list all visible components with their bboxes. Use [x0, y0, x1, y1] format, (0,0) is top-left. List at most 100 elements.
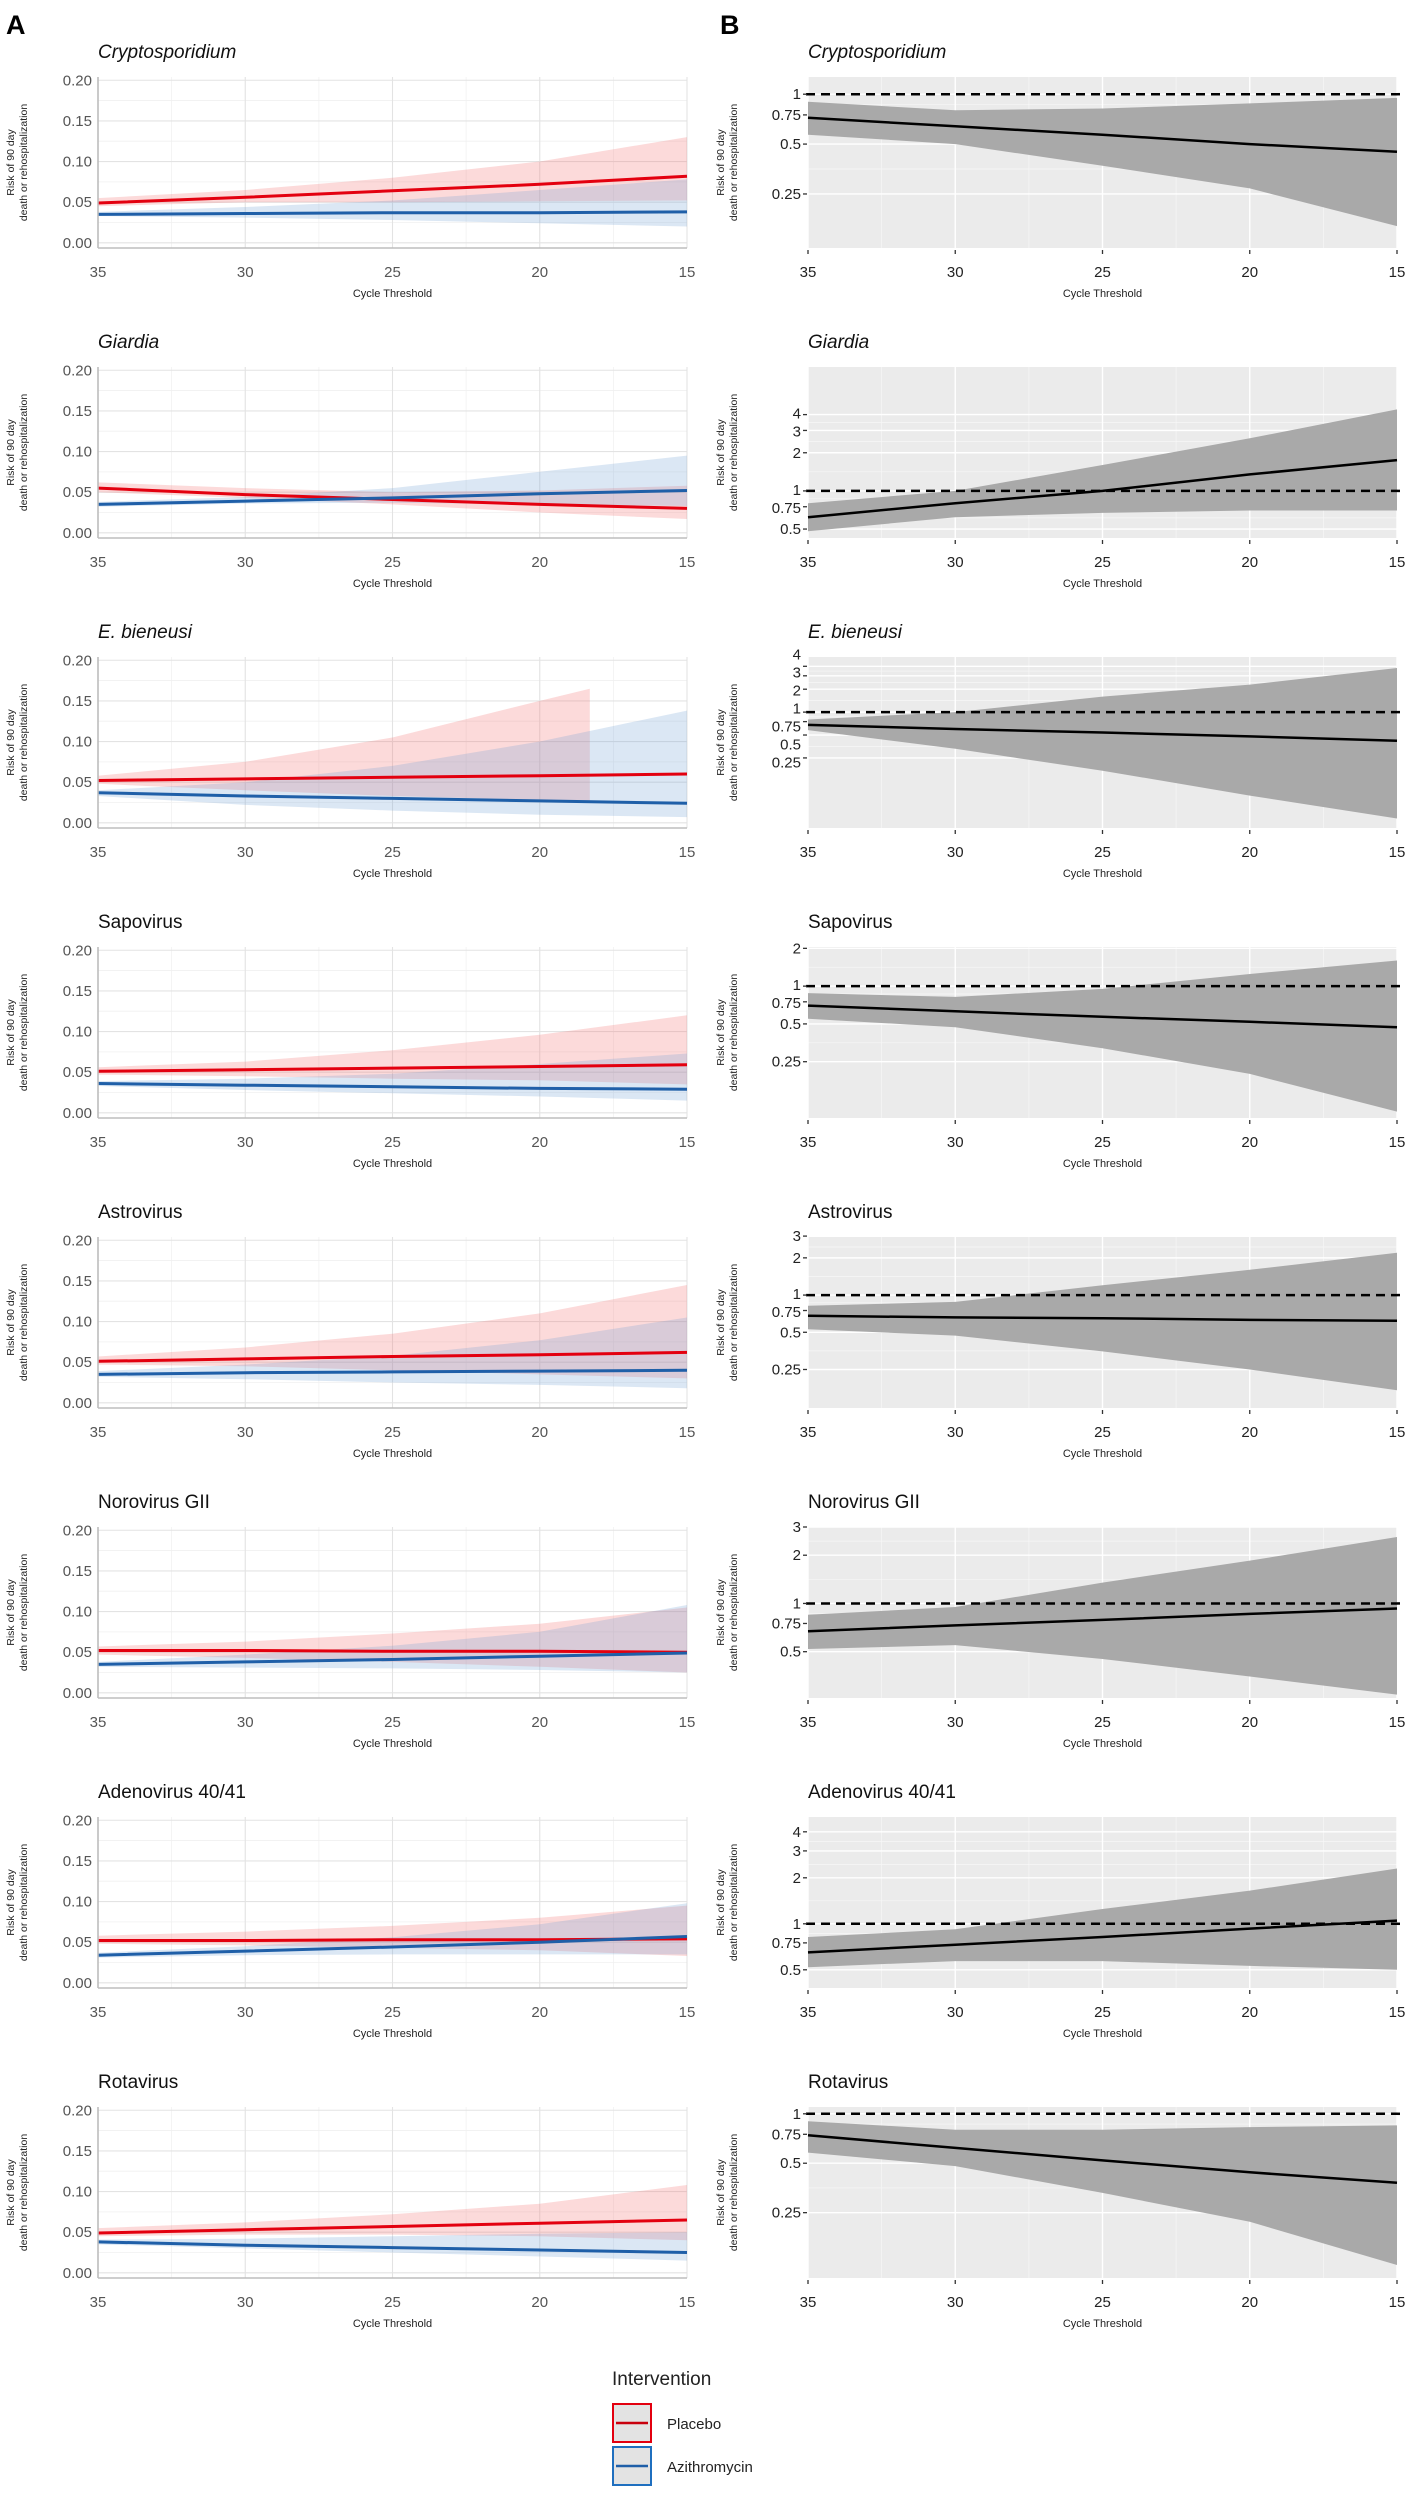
x-tick-label: 25 [384, 1424, 401, 1441]
series-line-azithromycin [97, 791, 688, 805]
x-axis-title: Cycle Threshold [1063, 1158, 1142, 1170]
y-tick-label: 0.20 [63, 1812, 92, 1829]
x-tick-label: 25 [1094, 2004, 1111, 2021]
x-axis-title: Cycle Threshold [353, 1158, 432, 1170]
y-tick-label: 1 [793, 1916, 801, 1933]
x-tick-label: 35 [800, 264, 817, 281]
x-tick-label: 15 [679, 1714, 696, 1731]
series-line-placebo [97, 1063, 688, 1073]
x-tick-label: 25 [1094, 264, 1111, 281]
ci-ribbon-ratio [808, 97, 1397, 227]
y-tick-label: 0.20 [63, 1522, 92, 1539]
x-tick-label: 15 [679, 2004, 696, 2021]
x-tick-label: 20 [531, 844, 548, 861]
y-axis-title: death or rehospitalization [18, 394, 30, 511]
y-tick-label: 0.25 [772, 1054, 801, 1071]
y-axis-title: death or rehospitalization [18, 1554, 30, 1671]
y-axis-title: Risk of 90 day [5, 708, 17, 775]
x-tick-label: 35 [800, 554, 817, 571]
chart-title: Cryptosporidium [808, 42, 946, 63]
x-tick-label: 25 [384, 1134, 401, 1151]
chart-a-giardia: Giardia 0.00 0.05 0.10 0.15 0.20 35 30 25 20 15 Cyc… [5, 332, 695, 590]
chart-a-rotavirus: Rotavirus 0.00 0.05 0.10 0.15 0.20 35 30 25 20 15 C… [5, 2072, 695, 2330]
y-tick-label: 0.10 [63, 2184, 92, 2201]
chart-a-sapovirus: Sapovirus 0.00 0.05 0.10 0.15 0.20 35 30 25 20 15 C… [5, 912, 695, 1170]
x-tick-label: 25 [384, 554, 401, 571]
y-tick-label: 0.75 [772, 718, 801, 735]
y-tick-label: 0.10 [63, 1604, 92, 1621]
legend-key-azithromycin [612, 2446, 652, 2486]
x-tick-label: 20 [531, 554, 548, 571]
chart-title: Sapovirus [808, 912, 893, 933]
x-tick-label: 25 [1094, 1134, 1111, 1151]
chart-title: E. bieneusi [808, 622, 903, 643]
y-tick-label: 0.25 [772, 186, 801, 203]
series-line-placebo [97, 486, 688, 510]
y-tick-label: 0.5 [780, 136, 801, 153]
chart-a-cryptosporidium: Cryptosporidium 0.00 0.05 0.10 0.15 0.20 35 30 2… [5, 42, 695, 300]
y-tick-label: 1 [793, 482, 801, 499]
x-tick-label: 30 [947, 1424, 964, 1441]
y-tick-label: 4 [793, 1824, 801, 1841]
y-axis-title: death or rehospitalization [728, 974, 740, 1091]
y-axis-title: Risk of 90 day [715, 1868, 727, 1935]
y-tick-label: 0.05 [63, 774, 92, 791]
y-tick-label: 4 [793, 406, 801, 423]
chart-title: Sapovirus [98, 912, 183, 933]
x-tick-label: 30 [947, 844, 964, 861]
y-axis-title: Risk of 90 day [5, 1288, 17, 1355]
y-tick-label: 0.20 [63, 72, 92, 89]
x-tick-label: 15 [679, 1134, 696, 1151]
x-tick-label: 20 [1241, 264, 1258, 281]
x-axis-title: Cycle Threshold [1063, 288, 1142, 300]
ci-ribbon-ratio [808, 409, 1397, 532]
x-axis-title: Cycle Threshold [1063, 1738, 1142, 1750]
x-tick-label: 30 [237, 844, 254, 861]
x-tick-label: 20 [531, 2004, 548, 2021]
series-line-ratio [807, 458, 1398, 519]
chart-b-astrovirus: Astrovirus 0.25 0.5 0.751 2 3 35 30 25 20 15 Cycle … [715, 1202, 1405, 1460]
x-tick-label: 25 [1094, 554, 1111, 571]
x-axis-title: Cycle Threshold [353, 578, 432, 590]
y-axis-title: Risk of 90 day [715, 1578, 727, 1645]
x-axis-title: Cycle Threshold [1063, 578, 1142, 590]
y-axis-title: death or rehospitalization [18, 104, 30, 221]
y-tick-label: 3 [793, 664, 801, 681]
x-tick-label: 20 [1241, 2004, 1258, 2021]
y-axis-title: death or rehospitalization [18, 1844, 30, 1961]
x-tick-label: 30 [237, 1714, 254, 1731]
y-tick-label: 4 [793, 646, 801, 663]
legend-key-placebo [612, 2403, 652, 2443]
x-tick-label: 30 [237, 1424, 254, 1441]
x-tick-label: 35 [90, 1714, 107, 1731]
x-tick-label: 35 [90, 2294, 107, 2311]
y-tick-label: 0.00 [63, 1105, 92, 1122]
x-tick-label: 15 [1389, 1134, 1406, 1151]
x-tick-label: 20 [531, 1714, 548, 1731]
x-tick-label: 30 [947, 1134, 964, 1151]
y-axis-title: Risk of 90 day [5, 1578, 17, 1645]
x-axis-title: Cycle Threshold [353, 868, 432, 880]
y-tick-label: 2 [793, 1547, 801, 1564]
y-tick-label: 0.05 [63, 2224, 92, 2241]
x-tick-label: 20 [1241, 554, 1258, 571]
y-tick-label: 0.25 [772, 2205, 801, 2222]
series-line-azithromycin [97, 489, 688, 506]
y-tick-label: 0.5 [780, 1324, 801, 1341]
chart-title: Giardia [808, 332, 869, 353]
chart-title: Astrovirus [808, 1202, 892, 1223]
chart-title: Norovirus GII [98, 1492, 210, 1513]
y-axis-title: Risk of 90 day [715, 128, 727, 195]
y-tick-label: 1 [793, 1286, 801, 1303]
chart-b-rotavirus: Rotavirus 0.25 0.5 0.75 1 35 30 25 20 15 Cycle Thr… [715, 2072, 1405, 2330]
chart-a-norovirus-gii: Norovirus GII 0.00 0.05 0.10 0.15 0.20 35 30 25 2… [5, 1492, 695, 1750]
y-tick-label: 2 [793, 445, 801, 462]
y-tick-label: 3 [793, 1843, 801, 1860]
series-line-placebo [97, 772, 688, 782]
y-tick-label: 0.00 [63, 1975, 92, 1992]
y-axis-title: death or rehospitalization [728, 1554, 740, 1671]
chart-b-adenovirus-40-41: Adenovirus 40/41 0.5 0.75 1 2 3 4 35 30 25 20 15 Cyc… [715, 1782, 1405, 2040]
y-axis-title: Risk of 90 day [5, 1868, 17, 1935]
y-axis-title: Risk of 90 day [715, 418, 727, 485]
